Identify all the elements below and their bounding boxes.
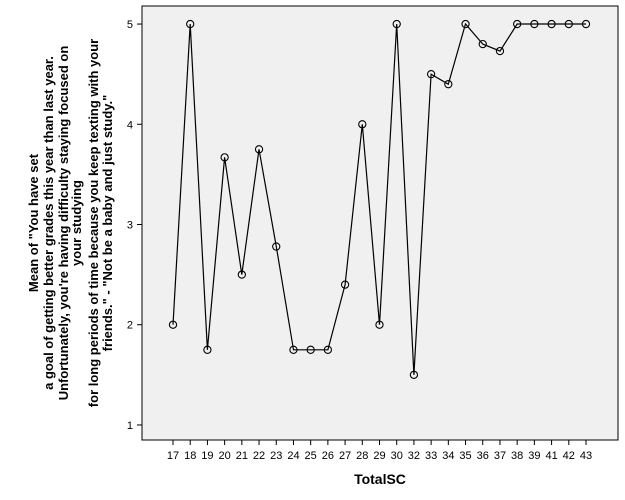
x-axis: 17 18 19 20 21 22 23 24 25 26 27 28 29 30 32 33 34 35 36 37…	[167, 440, 592, 462]
data-point	[461, 19, 470, 29]
data-point	[409, 370, 419, 379]
x-tick-label: 32	[408, 450, 420, 462]
y-axis: 1 2 3 4 5	[127, 19, 142, 432]
y-axis-title: Mean of "You have set a goal of getting …	[26, 39, 115, 407]
data-point	[444, 80, 453, 89]
x-tick-label: 19	[201, 450, 213, 462]
data-point	[358, 120, 367, 129]
x-tick-label: 22	[253, 450, 265, 462]
x-tick-label: 36	[477, 450, 489, 462]
data-point	[513, 19, 522, 29]
y-tick-label: 3	[127, 220, 133, 232]
x-tick-label: 35	[459, 450, 471, 462]
y-axis-title-line-5: for long periods of time because you kee…	[86, 39, 101, 407]
data-point	[581, 19, 591, 29]
series-line	[172, 22, 586, 375]
y-axis-ticks: 1 2 3 4 5	[127, 19, 142, 432]
data-point	[530, 19, 539, 29]
x-tick-label: 20	[219, 450, 231, 462]
data-point	[426, 70, 436, 79]
x-axis-ticks: 17 18 19 20 21 22 23 24 25 26 27 28 29 30 32 33 34 35 36 37…	[167, 440, 592, 462]
x-tick-label: 25	[305, 450, 317, 462]
data-point	[272, 242, 281, 251]
data-point	[306, 345, 315, 354]
x-tick-label: 29	[373, 450, 385, 462]
data-point	[203, 345, 212, 354]
data-point	[340, 280, 350, 289]
y-tick-label: 4	[127, 119, 133, 131]
data-point	[392, 19, 401, 29]
x-tick-label: 42	[563, 450, 575, 462]
series-markers	[168, 19, 591, 379]
data-point	[254, 145, 264, 154]
x-tick-label: 26	[322, 450, 334, 462]
plot-background	[141, 5, 619, 441]
x-tick-label: 38	[511, 450, 523, 462]
y-axis-title-line-6: friends." - "Not be a baby and just stud…	[100, 95, 115, 352]
data-point	[289, 345, 298, 354]
x-tick-label: 39	[528, 450, 540, 462]
x-tick-label: 30	[391, 450, 403, 462]
y-tick-label: 2	[127, 320, 133, 332]
data-point	[168, 320, 178, 329]
x-tick-label: 18	[184, 450, 196, 462]
y-axis-title-line-2: a goal of getting better grades this yea…	[41, 56, 56, 390]
series	[168, 19, 591, 379]
y-axis-title-line-4: your studying	[69, 180, 84, 266]
data-point	[220, 153, 229, 162]
data-point	[478, 39, 487, 49]
data-point	[186, 19, 195, 29]
data-point	[375, 320, 384, 329]
y-tick-label: 5	[127, 19, 133, 31]
data-point	[323, 345, 333, 354]
data-point	[564, 19, 573, 29]
x-tick-label: 43	[580, 450, 592, 462]
data-point	[547, 19, 556, 29]
x-tick-label: 41	[545, 450, 557, 462]
data-point	[495, 46, 505, 56]
x-tick-label: 37	[494, 450, 506, 462]
x-tick-label: 28	[356, 450, 368, 462]
x-tick-label: 17	[167, 450, 179, 462]
x-tick-label: 23	[270, 450, 282, 462]
data-point	[237, 270, 246, 279]
x-tick-label: 27	[339, 450, 351, 462]
x-tick-label: 34	[442, 450, 454, 462]
x-tick-label: 24	[287, 450, 299, 462]
x-tick-label: 21	[236, 450, 248, 462]
x-tick-label: 33	[425, 450, 437, 462]
y-axis-title-line-3: Unfortunately, you're having difficulty …	[56, 46, 71, 401]
x-axis-title: TotalSC	[354, 471, 406, 487]
y-tick-label: 1	[127, 420, 133, 432]
y-axis-title-line-1: Mean of "You have set	[26, 153, 41, 292]
